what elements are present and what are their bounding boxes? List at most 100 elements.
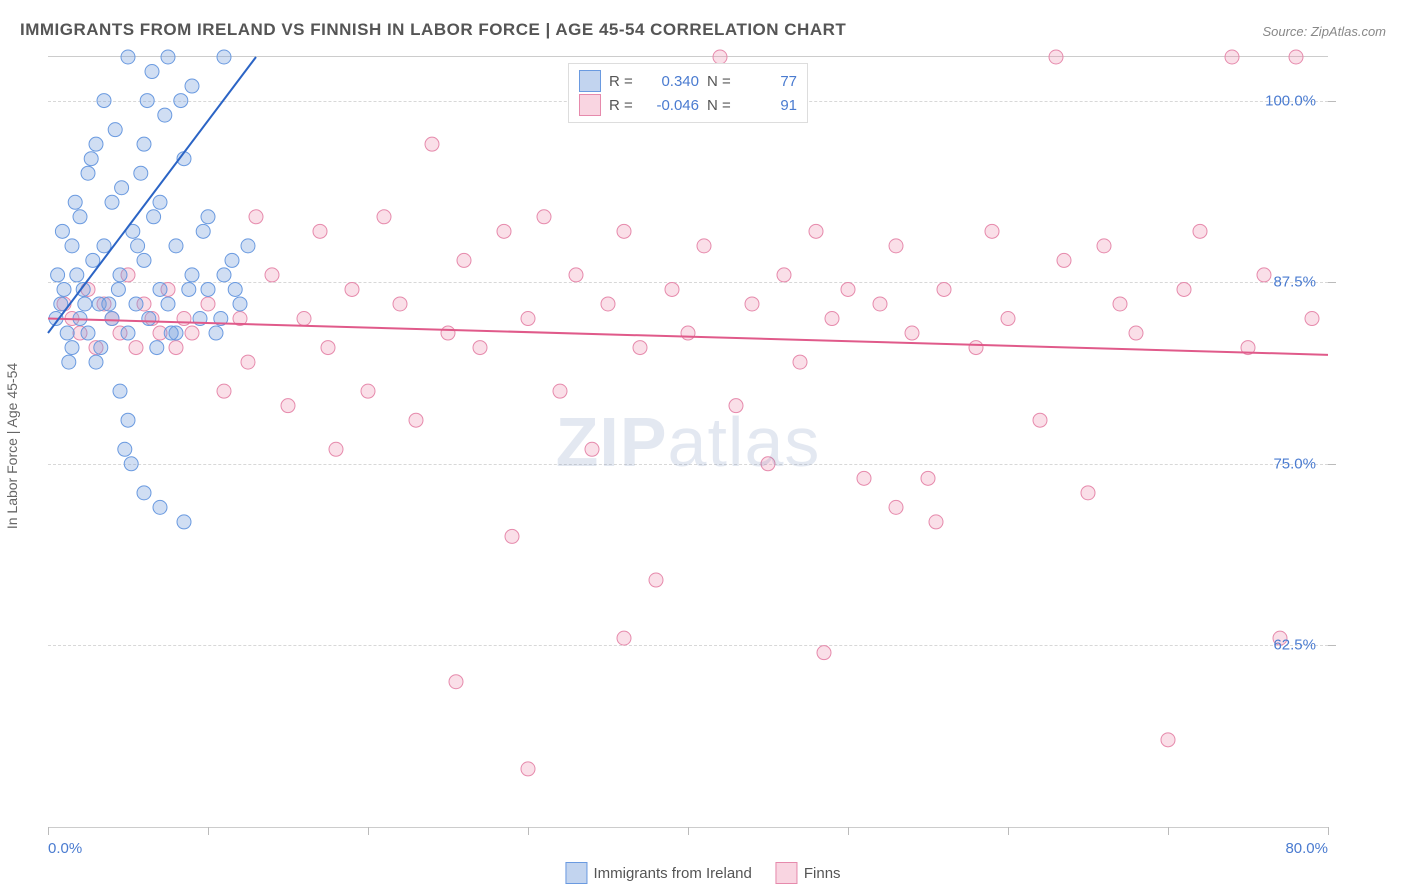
data-point xyxy=(55,224,69,238)
legend-r-value: 0.340 xyxy=(645,73,699,90)
data-point xyxy=(1001,312,1015,326)
data-point xyxy=(137,137,151,151)
y-tick xyxy=(1328,645,1336,646)
legend-n-value: 91 xyxy=(743,97,797,114)
data-point xyxy=(409,413,423,427)
data-point xyxy=(505,529,519,543)
data-point xyxy=(81,166,95,180)
data-point xyxy=(905,326,919,340)
data-point xyxy=(113,384,127,398)
legend-finns-swatch xyxy=(776,862,798,884)
data-point xyxy=(217,268,231,282)
data-point xyxy=(1289,50,1303,64)
data-point xyxy=(105,195,119,209)
data-point xyxy=(196,224,210,238)
data-point xyxy=(62,355,76,369)
data-point xyxy=(1129,326,1143,340)
x-tick xyxy=(1168,827,1169,835)
data-point xyxy=(633,341,647,355)
data-point xyxy=(241,355,255,369)
data-point xyxy=(150,341,164,355)
data-point xyxy=(137,253,151,267)
data-point xyxy=(937,282,951,296)
data-point xyxy=(377,210,391,224)
data-point xyxy=(164,326,178,340)
data-point xyxy=(817,646,831,660)
data-point xyxy=(161,50,175,64)
x-axis-min-label: 0.0% xyxy=(48,840,82,857)
data-point xyxy=(57,282,71,296)
data-point xyxy=(81,326,95,340)
x-tick xyxy=(848,827,849,835)
data-point xyxy=(129,341,143,355)
x-tick xyxy=(1008,827,1009,835)
data-point xyxy=(73,210,87,224)
data-point xyxy=(65,239,79,253)
data-point xyxy=(473,341,487,355)
data-point xyxy=(745,297,759,311)
data-point xyxy=(134,166,148,180)
data-point xyxy=(78,297,92,311)
data-point xyxy=(969,341,983,355)
data-point xyxy=(140,94,154,108)
data-point xyxy=(70,268,84,282)
data-point xyxy=(1057,253,1071,267)
plot-area: R = 0.340 N = 77 R = -0.046 N = 91 ZIPat… xyxy=(48,56,1328,828)
x-tick xyxy=(688,827,689,835)
data-point xyxy=(97,94,111,108)
data-point xyxy=(111,282,125,296)
data-point xyxy=(145,65,159,79)
data-point xyxy=(1193,224,1207,238)
data-point xyxy=(1161,733,1175,747)
legend-ireland-label: Immigrants from Ireland xyxy=(593,865,751,882)
data-point xyxy=(241,239,255,253)
data-point xyxy=(1225,50,1239,64)
data-point xyxy=(108,123,122,137)
data-point xyxy=(147,210,161,224)
data-point xyxy=(777,268,791,282)
data-point xyxy=(297,312,311,326)
data-point xyxy=(809,224,823,238)
data-point xyxy=(649,573,663,587)
x-axis-max-label: 80.0% xyxy=(1285,840,1328,857)
data-point xyxy=(129,297,143,311)
data-point xyxy=(124,457,138,471)
legend-n-label: N = xyxy=(707,73,735,90)
data-point xyxy=(217,384,231,398)
data-point xyxy=(825,312,839,326)
data-point xyxy=(889,239,903,253)
data-point xyxy=(1081,486,1095,500)
data-point xyxy=(1305,312,1319,326)
data-point xyxy=(457,253,471,267)
data-point xyxy=(102,297,116,311)
y-tick-label: 75.0% xyxy=(1273,455,1316,472)
legend-r-label: R = xyxy=(609,97,637,114)
data-point xyxy=(313,224,327,238)
legend-pink-row: R = -0.046 N = 91 xyxy=(579,94,797,116)
source-label: Source: ZipAtlas.com xyxy=(1262,24,1386,39)
data-point xyxy=(60,326,74,340)
data-point xyxy=(1049,50,1063,64)
data-point xyxy=(1097,239,1111,253)
data-point xyxy=(985,224,999,238)
legend-n-label: N = xyxy=(707,97,735,114)
data-point xyxy=(169,341,183,355)
data-point xyxy=(185,268,199,282)
data-point xyxy=(929,515,943,529)
x-tick xyxy=(208,827,209,835)
x-tick xyxy=(48,827,49,835)
data-point xyxy=(681,326,695,340)
data-point xyxy=(617,631,631,645)
data-point xyxy=(585,442,599,456)
data-point xyxy=(228,282,242,296)
data-point xyxy=(161,297,175,311)
data-point xyxy=(713,50,727,64)
data-point xyxy=(89,137,103,151)
data-point xyxy=(345,282,359,296)
data-point xyxy=(201,297,215,311)
data-point xyxy=(553,384,567,398)
data-point xyxy=(86,253,100,267)
y-tick xyxy=(1328,464,1336,465)
data-point xyxy=(793,355,807,369)
data-point xyxy=(617,224,631,238)
